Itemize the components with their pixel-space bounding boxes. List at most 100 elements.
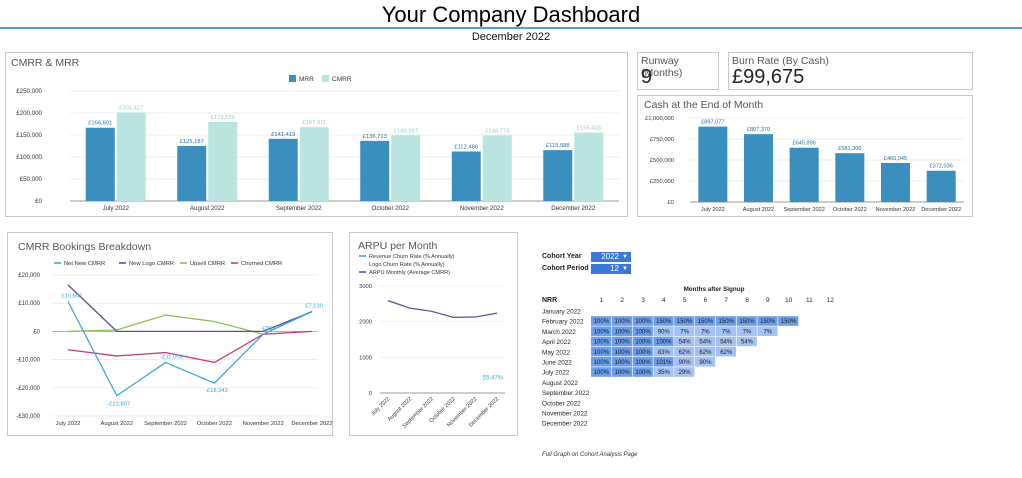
cohort-period-select[interactable]: 12 ▼ [591, 264, 631, 274]
bar-cmrr [574, 132, 604, 201]
data-label-mrr: £166,501 [88, 121, 112, 127]
y-tick-label: £0 [33, 329, 40, 335]
cohort-cell-value: 100% [635, 360, 651, 366]
cohort-cell [653, 326, 674, 336]
cmrr-breakdown-chart: -£30,000 -£20,000 -£10,000 £0 £10,000 £20,000… [16, 261, 332, 427]
data-label-cash: £465,045 [884, 156, 907, 162]
cmrr-mrr-panel: CMRR & MRR £0 £50,000 £100,000 £150,000 £200… [5, 52, 628, 217]
bar-cmrr [208, 121, 238, 201]
cohort-cell-value: 100% [635, 350, 651, 356]
legend-swatch-cmrr [322, 75, 329, 82]
bar-cash [744, 134, 773, 202]
data-label-mrr: £136,713 [363, 134, 387, 140]
cohort-row-label: May 2022 [542, 349, 571, 356]
x-tick-label: December 2022 [291, 421, 332, 427]
cohort-cell-value: 150% [677, 319, 693, 325]
cohort-cell [632, 367, 653, 377]
cohort-column-header: 1 [600, 297, 604, 304]
cohort-cell [757, 316, 778, 326]
x-tick-label: December 2022 [551, 205, 596, 212]
bar-cmrr [482, 135, 512, 201]
cohort-column-header: 7 [724, 297, 728, 304]
cohort-column-header: 5 [683, 297, 687, 304]
cohort-cell-value: 62% [720, 350, 733, 356]
cohort-cell [591, 316, 612, 326]
cohort-row-label: October 2022 [542, 400, 581, 407]
cohort-cell [611, 346, 632, 357]
data-label-cmrr: £179,620 [211, 115, 235, 121]
x-tick-label: August 2022 [190, 205, 225, 212]
legend-label: Upsell CMRR [190, 261, 225, 267]
cohort-column-header: 10 [785, 297, 793, 304]
cohort-cell-value: 90% [679, 360, 692, 366]
cohort-cell [736, 316, 757, 326]
cohort-cell-value: 100% [615, 329, 631, 335]
cash-panel: Cash at the End of Month £0 £250,000 £500,… [637, 95, 973, 217]
legend-label: Churned CMRR [241, 261, 282, 267]
cohort-cell [674, 316, 695, 326]
legend-label: ARPU Monthly (Average CMRR) [369, 270, 450, 276]
cohort-cell-value: 100% [635, 319, 651, 325]
bar-cash [835, 153, 865, 202]
arpu-title: ARPU per Month [358, 240, 438, 252]
cohort-column-header: 11 [806, 297, 813, 304]
cohort-year-label: Cohort Year [542, 253, 582, 260]
x-tick-label: August 2022 [101, 421, 134, 427]
cohort-cell [715, 326, 736, 336]
bar-mrr [360, 140, 390, 201]
cohort-cell-value: 100% [594, 370, 610, 376]
cohort-row-label: January 2022 [542, 309, 581, 316]
cohort-cell-value: 54% [699, 340, 712, 346]
cohort-cell [715, 316, 736, 326]
cohort-cell-value: 100% [594, 350, 610, 356]
bar-mrr [177, 145, 207, 201]
cmrr-mrr-title: CMRR & MRR [11, 57, 80, 69]
cohort-cell [632, 336, 653, 347]
data-label-cmrr: £148,773 [485, 129, 509, 135]
runway-label: Runway (Months) [641, 55, 683, 79]
cohort-cell [674, 326, 695, 336]
y-tick-label: -£10,000 [16, 358, 40, 364]
y-tick-label: 3000 [359, 284, 372, 290]
cohort-row-label: June 2022 [542, 360, 572, 367]
bar-mrr [268, 138, 298, 201]
data-label-cash: £807,370 [747, 127, 770, 133]
cohort-row-label: November 2022 [542, 411, 588, 418]
cmrr-breakdown-title: CMRR Bookings Breakdown [18, 241, 152, 253]
x-tick-label: August 2022 [743, 207, 774, 213]
cohort-cell [632, 346, 653, 357]
cohort-cell-value: 100% [615, 360, 631, 366]
cohort-cell-value: 54% [720, 340, 733, 346]
y-tick-label: £200,000 [16, 110, 42, 117]
cohort-cell [674, 346, 695, 357]
cohort-cell-value: 90% [699, 360, 712, 366]
data-label-mrr: £112,486 [454, 145, 478, 151]
x-tick-label: September 2022 [144, 421, 187, 427]
cohort-cell-value: 35% [658, 370, 671, 376]
bar-mrr [543, 150, 573, 201]
cmrr-breakdown-panel: CMRR Bookings Breakdown -£30,000 -£20,000… [7, 232, 333, 436]
data-label: -£11,009 [160, 354, 182, 360]
cohort-year-select[interactable]: 2022 ▼ [591, 252, 631, 262]
dashboard-title: Your Company Dashboard [381, 2, 641, 27]
cohort-note: Full Graph on Cohort Analysis Page [542, 452, 638, 458]
x-tick-label: September 2022 [783, 207, 824, 213]
y-tick-label: £50,000 [20, 176, 43, 183]
y-tick-label: -£20,000 [16, 386, 40, 392]
x-tick-label: October 2022 [197, 421, 232, 427]
cohort-cell [695, 316, 716, 326]
x-tick-label: July 2022 [370, 396, 391, 417]
cohort-cell-value: 7% [722, 329, 731, 335]
cohort-cell [695, 336, 716, 347]
cohort-corner: NRR [542, 297, 557, 304]
title-divider [0, 27, 1022, 29]
cohort-cell-value: 150% [739, 319, 755, 325]
cohort-cell [632, 316, 653, 326]
arpu-chart: Revenue Churn Rate (% Annually) Logo Chur… [359, 254, 505, 430]
cohort-row-label: September 2022 [542, 390, 590, 397]
cohort-cell [674, 357, 695, 367]
cohort-year-value: 2022 [601, 252, 619, 261]
cohort-cell [632, 357, 653, 367]
legend-label: Revenue Churn Rate (% Annually) [369, 254, 455, 260]
legend-label: Logo Churn Rate (% Annually) [369, 262, 445, 268]
